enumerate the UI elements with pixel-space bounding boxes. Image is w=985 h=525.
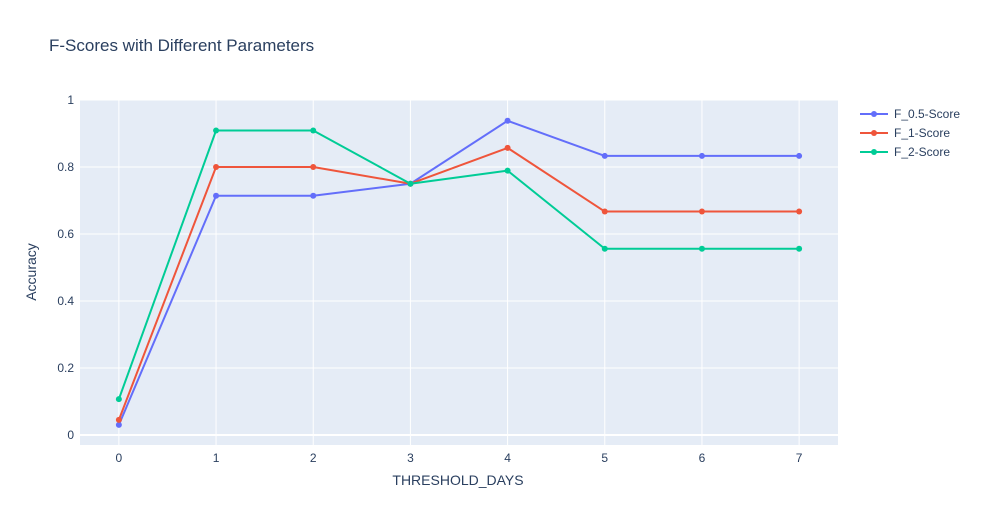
legend-swatch-marker: [871, 130, 877, 136]
grid-lines: [80, 99, 838, 445]
data-point: [698, 152, 705, 159]
legend-label: F_0.5-Score: [894, 107, 960, 121]
data-point: [601, 152, 608, 159]
x-tick-label: 4: [504, 451, 511, 465]
data-point: [796, 245, 803, 252]
x-tick-label: 5: [601, 451, 608, 465]
chart-title: F-Scores with Different Parameters: [49, 36, 314, 55]
x-tick-label: 6: [699, 451, 706, 465]
legend-item[interactable]: F_2-Score: [860, 145, 950, 159]
data-point: [504, 167, 511, 174]
data-point: [407, 180, 414, 187]
data-point: [601, 208, 608, 215]
data-point: [310, 163, 317, 170]
legend-swatch-marker: [871, 149, 877, 155]
data-point: [115, 396, 122, 403]
series-points: [115, 117, 803, 428]
y-tick-label: 0.8: [57, 160, 74, 174]
data-point: [213, 192, 220, 199]
x-tick-label: 3: [407, 451, 414, 465]
x-axis-title: THRESHOLD_DAYS: [392, 472, 523, 488]
y-tick-label: 0.2: [57, 361, 74, 375]
y-tick-label: 0.4: [57, 294, 74, 308]
legend[interactable]: F_0.5-Score F_1-Score F_2-Score: [860, 107, 960, 159]
series-line-3: [117, 129, 800, 400]
legend-swatch-marker: [871, 111, 877, 117]
data-point: [213, 163, 220, 170]
x-tick-label: 1: [213, 451, 220, 465]
legend-label: F_2-Score: [894, 145, 950, 159]
y-axis-title: Accuracy: [23, 243, 39, 301]
data-point: [310, 192, 317, 199]
y-tick-labels: 0 0.2 0.4 0.6 0.8 1: [57, 93, 74, 442]
data-point: [115, 416, 122, 423]
legend-item[interactable]: F_0.5-Score: [860, 107, 960, 121]
x-tick-label: 0: [116, 451, 123, 465]
data-point: [115, 421, 122, 428]
data-point: [504, 117, 511, 124]
y-tick-label: 0: [67, 428, 74, 442]
series-lines: [117, 119, 800, 426]
data-point: [310, 127, 317, 134]
data-point: [698, 245, 705, 252]
x-tick-label: 7: [796, 451, 803, 465]
x-tick-labels: 0 1 2 3 4 5 6 7: [116, 451, 803, 465]
series-line-2: [117, 146, 800, 421]
data-point: [601, 245, 608, 252]
data-point: [213, 127, 220, 134]
y-tick-label: 0.6: [57, 227, 74, 241]
legend-item[interactable]: F_1-Score: [860, 126, 950, 140]
legend-label: F_1-Score: [894, 126, 950, 140]
data-point: [698, 208, 705, 215]
data-point: [504, 144, 511, 151]
series-line-1: [117, 119, 800, 426]
y-tick-label: 1: [67, 93, 74, 107]
x-tick-label: 2: [310, 451, 317, 465]
data-point: [796, 152, 803, 159]
data-point: [796, 208, 803, 215]
